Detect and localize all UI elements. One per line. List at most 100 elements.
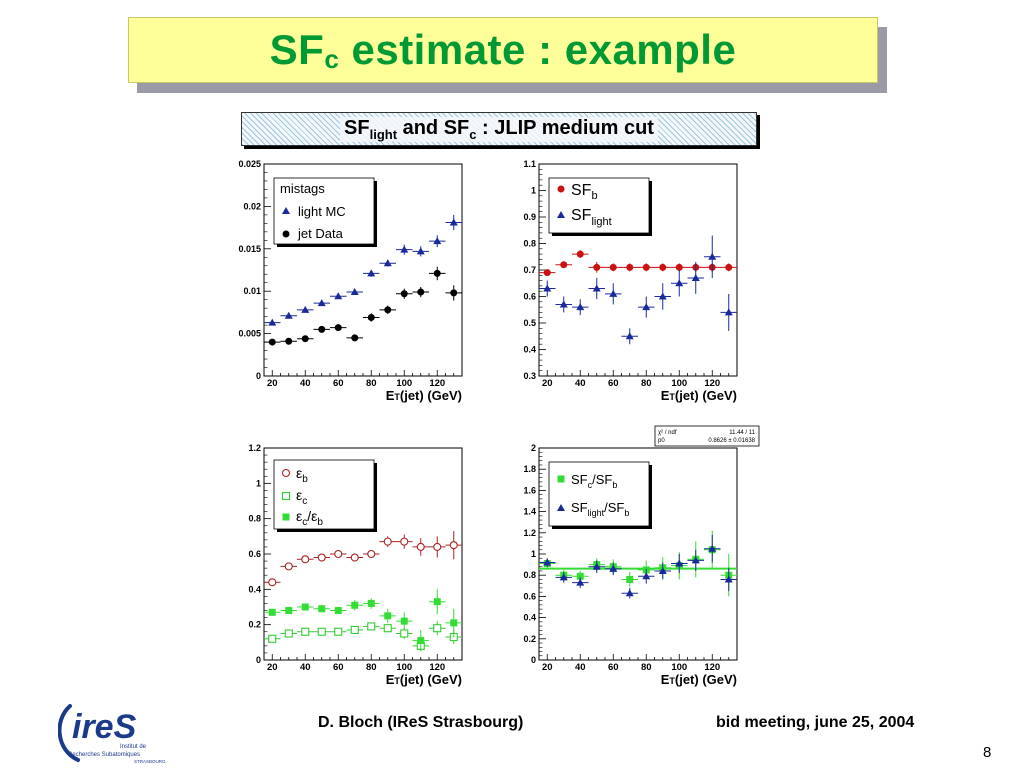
legend-label: jet Data bbox=[297, 226, 344, 241]
series-0 bbox=[264, 531, 462, 587]
data-point bbox=[400, 629, 409, 638]
ires-logo: ireS Institut de Recherches Subatomiques… bbox=[58, 704, 166, 764]
y-tick-label: 0.8 bbox=[248, 514, 261, 524]
data-point bbox=[433, 624, 442, 633]
data-point bbox=[708, 252, 717, 260]
y-tick-label: 0.8 bbox=[523, 239, 536, 249]
x-tick-label: 80 bbox=[641, 662, 652, 673]
legend-label: εb bbox=[296, 465, 308, 485]
svg-text:Institut de: Institut de bbox=[120, 744, 147, 750]
x-axis-label: ET(jet) (GeV) bbox=[386, 672, 462, 687]
y-tick-label: 0.6 bbox=[248, 549, 261, 559]
x-tick-label: 20 bbox=[542, 662, 553, 673]
panel-sf: 20 40 60 80 100 120 ET(jet) (GeV) 0.3 0.4 0.5 0.6 0… bbox=[505, 158, 745, 410]
data-point bbox=[642, 303, 651, 311]
data-point bbox=[268, 634, 277, 643]
legend-label: SFb bbox=[571, 182, 598, 202]
y-tick-label: 1 bbox=[531, 549, 536, 559]
fit-p0-label: p0 bbox=[658, 438, 665, 444]
y-tick-label: 0.3 bbox=[523, 371, 536, 381]
data-point bbox=[367, 599, 375, 607]
data-point bbox=[592, 562, 601, 570]
data-point bbox=[625, 332, 634, 340]
x-tick-label: 120 bbox=[704, 378, 720, 389]
fit-stats-box: χ² / ndf 11.44 / 11 p0 0.8626 ± 0.01638 bbox=[654, 425, 760, 447]
x-tick-label: 100 bbox=[396, 378, 412, 389]
data-point bbox=[334, 324, 342, 332]
x-tick-label: 40 bbox=[300, 378, 311, 389]
y-tick-label: 0.6 bbox=[523, 292, 536, 302]
data-point bbox=[301, 335, 309, 343]
y-tick-label: 0.02 bbox=[243, 201, 261, 211]
data-point bbox=[384, 306, 392, 314]
y-tick-label: 0.01 bbox=[243, 286, 261, 296]
data-point bbox=[450, 289, 458, 297]
data-point bbox=[449, 218, 458, 226]
y-tick-label: 1.4 bbox=[523, 507, 536, 517]
slide-title: SFc estimate : example bbox=[128, 17, 878, 83]
y-tick-label: 0.005 bbox=[238, 329, 261, 339]
legend: SFb SFlight bbox=[548, 177, 652, 236]
x-tick-label: 100 bbox=[396, 662, 412, 673]
svg-text:STRASBOURG: STRASBOURG bbox=[134, 759, 166, 764]
data-point bbox=[433, 269, 441, 277]
data-point bbox=[560, 261, 568, 269]
y-tick-label: 1.2 bbox=[523, 528, 536, 538]
legend-label: SFlight/SFb bbox=[571, 500, 629, 518]
legend-marker bbox=[282, 513, 290, 521]
data-point bbox=[334, 607, 342, 615]
x-axis-label: ET(jet) (GeV) bbox=[661, 388, 737, 403]
data-point bbox=[626, 263, 634, 271]
x-tick-label: 40 bbox=[300, 662, 311, 673]
x-axis: 20 40 60 80 100 120 bbox=[263, 370, 463, 389]
y-tick-label: 1.8 bbox=[523, 464, 536, 474]
data-point bbox=[724, 575, 733, 583]
x-tick-label: 60 bbox=[333, 662, 344, 673]
data-point bbox=[433, 237, 442, 245]
x-axis: 20 40 60 80 100 120 bbox=[263, 654, 463, 673]
data-point bbox=[285, 337, 293, 345]
data-point bbox=[642, 263, 650, 271]
y-tick-label: 0.2 bbox=[523, 634, 536, 644]
y-tick-label: 1 bbox=[531, 186, 536, 196]
data-point bbox=[725, 263, 733, 271]
data-point bbox=[334, 627, 343, 636]
data-point bbox=[301, 627, 310, 636]
legend-marker bbox=[557, 211, 565, 218]
x-tick-label: 80 bbox=[641, 378, 652, 389]
data-point bbox=[334, 292, 343, 300]
data-point bbox=[301, 603, 309, 611]
y-tick-label: 0.5 bbox=[523, 318, 536, 328]
x-tick-label: 60 bbox=[608, 378, 619, 389]
data-point bbox=[351, 334, 359, 342]
data-point bbox=[301, 555, 310, 564]
y-tick-label: 0.025 bbox=[238, 159, 261, 169]
legend-marker bbox=[281, 491, 291, 501]
x-tick-label: 100 bbox=[671, 662, 687, 673]
data-point bbox=[543, 269, 551, 277]
data-point bbox=[400, 290, 408, 298]
data-point bbox=[609, 263, 617, 271]
series-2 bbox=[264, 589, 462, 652]
legend: mistags light MC jet Data bbox=[273, 177, 377, 247]
x-tick-label: 120 bbox=[704, 662, 720, 673]
x-tick-label: 40 bbox=[575, 378, 586, 389]
data-point bbox=[284, 562, 293, 571]
y-tick-label: 0.4 bbox=[523, 345, 536, 355]
data-point bbox=[318, 605, 326, 613]
legend-title: mistags bbox=[280, 181, 325, 196]
y-tick-label: 0 bbox=[531, 655, 536, 665]
data-point bbox=[350, 625, 359, 635]
y-tick-label: 2 bbox=[531, 443, 536, 453]
page-number: 8 bbox=[983, 744, 992, 761]
data-point bbox=[383, 624, 392, 633]
y-tick-label: 1.2 bbox=[248, 443, 261, 453]
data-point bbox=[609, 289, 618, 297]
y-tick-label: 0.6 bbox=[523, 591, 536, 601]
x-axis: 20 40 60 80 100 120 bbox=[538, 654, 738, 673]
data-point bbox=[317, 627, 326, 636]
data-point bbox=[416, 247, 425, 255]
data-point bbox=[400, 617, 408, 625]
